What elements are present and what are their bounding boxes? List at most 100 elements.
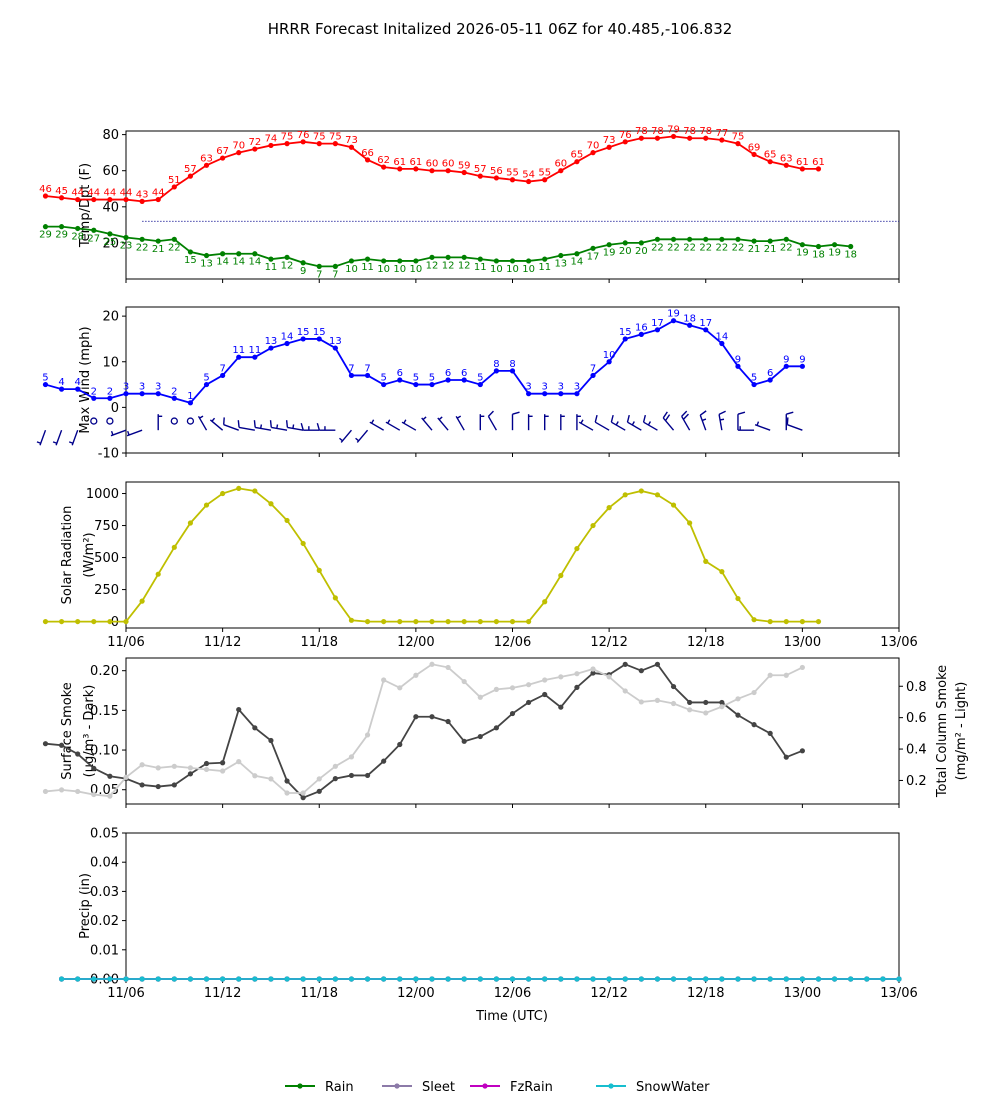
data-label: 22 bbox=[136, 242, 149, 253]
data-point bbox=[815, 976, 822, 982]
data-label: 12 bbox=[442, 260, 455, 271]
data-point bbox=[381, 381, 387, 388]
data-point bbox=[703, 699, 709, 706]
barb-half-flag bbox=[387, 419, 391, 424]
data-point bbox=[751, 151, 757, 158]
barb-half-flag bbox=[110, 430, 114, 436]
data-point bbox=[381, 976, 387, 982]
x-tick-label: 12/18 bbox=[687, 986, 724, 1001]
data-label: 11 bbox=[248, 345, 261, 356]
data-label: 22 bbox=[732, 242, 745, 253]
data-point bbox=[703, 327, 709, 333]
legend-swatch-marker bbox=[608, 1083, 614, 1089]
data-label: 9 bbox=[783, 354, 789, 365]
data-label: 23 bbox=[120, 240, 133, 251]
data-point bbox=[542, 976, 548, 982]
data-point bbox=[509, 976, 516, 982]
y-tick-label: 500 bbox=[94, 551, 119, 566]
data-point bbox=[220, 251, 226, 257]
data-point bbox=[429, 254, 435, 260]
data-point bbox=[171, 395, 177, 401]
data-label: 8 bbox=[493, 359, 499, 370]
data-point bbox=[638, 976, 644, 982]
data-label: 14 bbox=[248, 257, 261, 268]
barb-flag bbox=[269, 420, 272, 428]
data-point bbox=[203, 162, 210, 168]
barb-flag bbox=[664, 414, 671, 422]
wind-barb bbox=[594, 414, 610, 431]
series-line bbox=[45, 319, 803, 404]
data-point bbox=[767, 238, 773, 244]
data-point bbox=[332, 263, 338, 269]
data-point bbox=[445, 664, 451, 671]
data-point bbox=[526, 699, 532, 706]
data-point bbox=[397, 976, 403, 982]
data-point bbox=[236, 485, 242, 492]
data-point bbox=[526, 976, 532, 982]
data-point bbox=[638, 135, 644, 141]
data-label: 27 bbox=[87, 233, 100, 244]
data-point bbox=[171, 763, 177, 769]
data-label: 7 bbox=[219, 363, 225, 374]
data-point bbox=[397, 377, 403, 383]
data-point bbox=[703, 710, 709, 716]
wind-barb bbox=[626, 414, 642, 431]
data-point bbox=[348, 772, 355, 779]
data-point bbox=[606, 505, 612, 511]
data-point bbox=[654, 135, 661, 141]
data-label: 17 bbox=[587, 251, 600, 262]
data-point bbox=[799, 664, 805, 671]
y-axis-label: Solar Radiation bbox=[60, 506, 75, 605]
data-label: 12 bbox=[426, 260, 439, 271]
data-point bbox=[220, 490, 226, 497]
data-label: 19 bbox=[667, 309, 680, 320]
wind-barb bbox=[285, 420, 304, 431]
data-point bbox=[574, 976, 580, 982]
barb-flag bbox=[253, 420, 256, 428]
x-tick-label: 13/00 bbox=[784, 635, 821, 650]
y-axis-label: Temp/Dpt (F) bbox=[78, 163, 93, 248]
data-point bbox=[799, 618, 805, 625]
barb-flag bbox=[786, 417, 789, 425]
data-point bbox=[461, 169, 467, 176]
data-point bbox=[558, 168, 564, 174]
wind-barb bbox=[269, 420, 288, 431]
barb-shaft bbox=[718, 414, 723, 431]
data-point bbox=[574, 159, 580, 165]
data-point bbox=[638, 668, 644, 674]
data-point bbox=[558, 976, 564, 982]
y-tick-label: 1000 bbox=[86, 487, 119, 502]
data-point bbox=[75, 618, 81, 625]
data-point bbox=[590, 670, 596, 676]
data-point bbox=[558, 704, 564, 710]
data-label: 1 bbox=[187, 391, 193, 402]
data-point bbox=[171, 976, 177, 982]
y2-tick-label: 0.4 bbox=[906, 743, 927, 758]
data-label: 10 bbox=[506, 264, 519, 275]
data-point bbox=[461, 738, 467, 744]
data-point bbox=[75, 751, 81, 757]
data-label: 9 bbox=[300, 266, 306, 277]
data-point bbox=[220, 768, 226, 774]
data-point bbox=[880, 976, 886, 982]
data-label: 12 bbox=[458, 260, 471, 271]
data-point bbox=[719, 704, 725, 710]
data-point bbox=[155, 391, 161, 397]
data-point bbox=[413, 381, 419, 388]
data-label: 22 bbox=[683, 242, 696, 253]
data-label: 11 bbox=[474, 262, 487, 273]
data-label: 20 bbox=[635, 246, 648, 257]
barb-flag bbox=[737, 411, 746, 415]
data-label: 10 bbox=[345, 264, 358, 275]
data-point bbox=[735, 595, 741, 602]
data-point bbox=[155, 765, 161, 771]
data-point bbox=[622, 492, 628, 498]
legend-item-fzrain: FzRain bbox=[470, 1080, 553, 1095]
data-point bbox=[381, 618, 387, 625]
data-point bbox=[91, 618, 97, 625]
barb-half-flag bbox=[631, 421, 635, 426]
data-point bbox=[783, 618, 789, 625]
